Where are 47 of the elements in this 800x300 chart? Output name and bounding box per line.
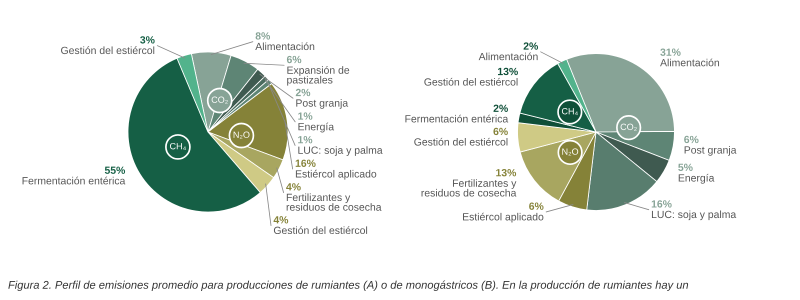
- slice-label: Gestión del estiércol: [61, 46, 154, 54]
- data-label: 2%: [296, 88, 310, 96]
- slice-label: Post granja: [296, 99, 348, 109]
- data-label: 2%: [494, 104, 508, 112]
- slice-label: Energía: [678, 174, 714, 184]
- data-label: 4%: [274, 216, 288, 224]
- slice-label: Gestión del estiércol: [414, 138, 508, 146]
- slice-label: Estiércol aplicado: [463, 212, 544, 223]
- data-label: 13%: [496, 168, 516, 176]
- data-label: 31%: [660, 48, 681, 56]
- text: N₂O: [562, 148, 578, 156]
- data-label: 6%: [684, 136, 699, 144]
- data-label: 5%: [678, 164, 693, 171]
- slice-label: Fertilizantes y residuos de cosecha: [422, 179, 516, 197]
- data-label: 3%: [140, 36, 155, 44]
- data-label: 13%: [498, 68, 518, 76]
- text: N₂O: [234, 132, 250, 139]
- data-label: 16%: [652, 200, 672, 208]
- text: CO₂: [620, 124, 637, 131]
- data-label: 1%: [298, 112, 312, 120]
- data-label: 1%: [298, 136, 312, 144]
- slice-label: Gestión del estiércol: [424, 78, 518, 86]
- slice-label: Expansión de pastizales: [287, 66, 350, 86]
- slice-label: Estiércol aplicado: [296, 170, 376, 180]
- data-label: 6%: [286, 56, 302, 64]
- text: Figura 2. Perfil de emisiones promedio para producciones de rumiantes (A) o de monogástricos (B). En la producción de rumiantes hay un: [8, 280, 688, 291]
- text: CH₄: [170, 142, 186, 150]
- slice-label: Gestión del estiércol: [274, 226, 368, 234]
- data-label: 2%: [524, 42, 538, 50]
- slice-label: Fermentación entérica: [405, 114, 508, 122]
- slice-label: Energía: [298, 122, 334, 132]
- data-label: 4%: [286, 183, 301, 191]
- slice-label: LUC: soja y palma: [298, 146, 383, 156]
- data-label: 6%: [529, 202, 544, 210]
- slice-label: Post granja: [684, 146, 736, 156]
- text: CO₂: [212, 96, 228, 104]
- data-label: 8%: [256, 32, 270, 40]
- slice-label: Fertilizantes y residuos de cosecha: [286, 193, 382, 211]
- data-label: 55%: [104, 166, 126, 174]
- slice-label: Alimentación: [255, 42, 314, 50]
- slice-label: LUC: soja y palma: [652, 210, 736, 220]
- data-label: 16%: [296, 160, 316, 167]
- slice-label: Alimentación: [660, 58, 720, 66]
- slice-label: Alimentación: [478, 52, 538, 60]
- slice-label: Fermentación entérica: [22, 176, 126, 184]
- data-label: 6%: [493, 128, 508, 136]
- text: CH₄: [562, 108, 578, 116]
